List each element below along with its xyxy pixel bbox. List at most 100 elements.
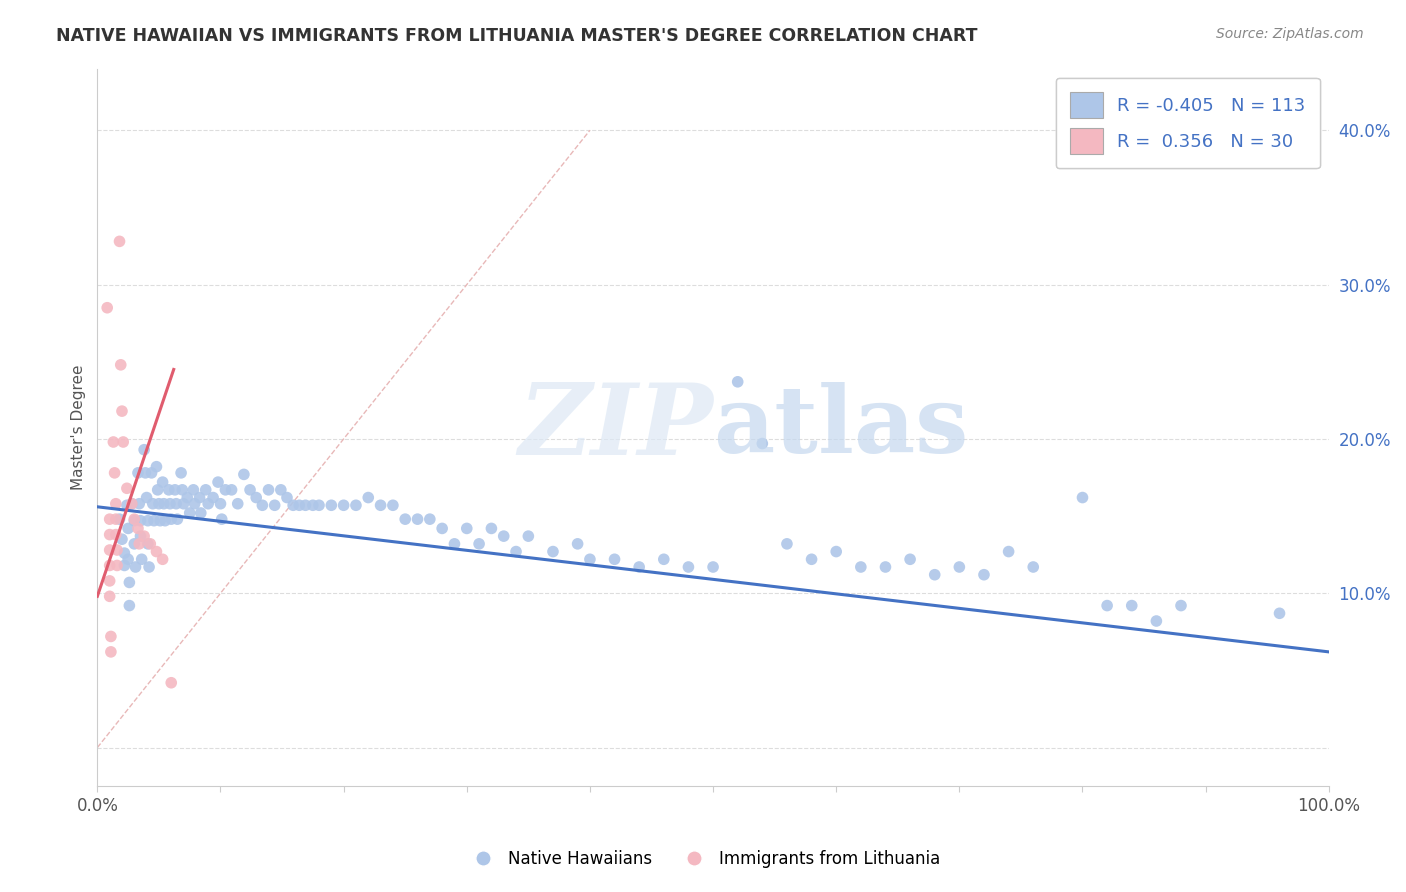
Point bbox=[100, 630, 122, 644]
Point bbox=[541, 544, 564, 558]
Point bbox=[678, 560, 700, 574]
Point bbox=[727, 375, 749, 389]
Point bbox=[194, 483, 217, 497]
Text: ZIP: ZIP bbox=[517, 379, 713, 475]
Point bbox=[118, 575, 141, 590]
Point bbox=[517, 529, 540, 543]
Point bbox=[430, 521, 453, 535]
Point bbox=[332, 498, 354, 512]
Point bbox=[152, 475, 174, 489]
Point bbox=[104, 512, 127, 526]
Point bbox=[142, 497, 165, 511]
Point bbox=[443, 537, 465, 551]
Point bbox=[875, 560, 897, 574]
Point bbox=[98, 543, 121, 558]
Point bbox=[128, 537, 150, 551]
Point bbox=[160, 675, 183, 690]
Point bbox=[226, 497, 249, 511]
Point bbox=[135, 491, 157, 505]
Point bbox=[114, 558, 136, 573]
Point bbox=[118, 599, 141, 613]
Point bbox=[567, 537, 589, 551]
Text: atlas: atlas bbox=[713, 383, 969, 473]
Point bbox=[263, 498, 285, 512]
Point bbox=[232, 467, 254, 482]
Point bbox=[114, 546, 136, 560]
Point bbox=[108, 235, 131, 249]
Point bbox=[124, 537, 146, 551]
Point bbox=[124, 560, 146, 574]
Point bbox=[115, 481, 138, 495]
Point bbox=[98, 574, 121, 588]
Point bbox=[252, 498, 274, 512]
Point bbox=[104, 497, 127, 511]
Point bbox=[505, 544, 527, 558]
Point bbox=[702, 560, 724, 574]
Point bbox=[652, 552, 675, 566]
Point bbox=[153, 497, 176, 511]
Point bbox=[96, 301, 118, 315]
Point bbox=[997, 544, 1019, 558]
Point bbox=[1071, 491, 1094, 505]
Point bbox=[394, 512, 416, 526]
Point bbox=[111, 533, 134, 547]
Point bbox=[148, 497, 170, 511]
Point bbox=[207, 475, 229, 489]
Point bbox=[112, 435, 135, 450]
Text: Source: ZipAtlas.com: Source: ZipAtlas.com bbox=[1216, 27, 1364, 41]
Point bbox=[129, 514, 152, 528]
Point bbox=[108, 512, 131, 526]
Y-axis label: Master's Degree: Master's Degree bbox=[72, 365, 86, 490]
Point bbox=[406, 512, 429, 526]
Point bbox=[214, 483, 236, 497]
Point bbox=[221, 483, 243, 497]
Point bbox=[276, 491, 298, 505]
Point bbox=[136, 537, 159, 551]
Point bbox=[179, 506, 201, 520]
Point bbox=[776, 537, 799, 551]
Point bbox=[973, 567, 995, 582]
Point bbox=[134, 466, 156, 480]
Point bbox=[281, 498, 304, 512]
Point bbox=[139, 537, 162, 551]
Point bbox=[948, 560, 970, 574]
Point bbox=[357, 491, 380, 505]
Point bbox=[183, 483, 205, 497]
Point bbox=[134, 442, 156, 457]
Point bbox=[1268, 607, 1291, 621]
Point bbox=[751, 436, 773, 450]
Point bbox=[103, 435, 125, 450]
Point bbox=[202, 491, 225, 505]
Point bbox=[239, 483, 262, 497]
Point bbox=[209, 497, 232, 511]
Point bbox=[197, 497, 219, 511]
Point bbox=[138, 560, 160, 574]
Point bbox=[294, 498, 316, 512]
Point bbox=[188, 491, 211, 505]
Point bbox=[419, 512, 441, 526]
Text: NATIVE HAWAIIAN VS IMMIGRANTS FROM LITHUANIA MASTER'S DEGREE CORRELATION CHART: NATIVE HAWAIIAN VS IMMIGRANTS FROM LITHU… bbox=[56, 27, 977, 45]
Legend: R = -0.405   N = 113, R =  0.356   N = 30: R = -0.405 N = 113, R = 0.356 N = 30 bbox=[1056, 78, 1320, 169]
Point bbox=[288, 498, 311, 512]
Point bbox=[579, 552, 602, 566]
Point bbox=[492, 529, 515, 543]
Point bbox=[190, 506, 212, 520]
Point bbox=[117, 521, 139, 535]
Point bbox=[149, 514, 172, 528]
Point bbox=[98, 527, 121, 541]
Point bbox=[344, 498, 367, 512]
Point bbox=[1022, 560, 1045, 574]
Point bbox=[849, 560, 872, 574]
Point bbox=[308, 498, 330, 512]
Point bbox=[800, 552, 823, 566]
Point bbox=[468, 537, 491, 551]
Point bbox=[98, 512, 121, 526]
Point bbox=[153, 514, 176, 528]
Point bbox=[127, 466, 149, 480]
Point bbox=[302, 498, 325, 512]
Point bbox=[104, 527, 127, 541]
Point bbox=[100, 645, 122, 659]
Point bbox=[257, 483, 280, 497]
Point bbox=[128, 497, 150, 511]
Point bbox=[124, 512, 146, 526]
